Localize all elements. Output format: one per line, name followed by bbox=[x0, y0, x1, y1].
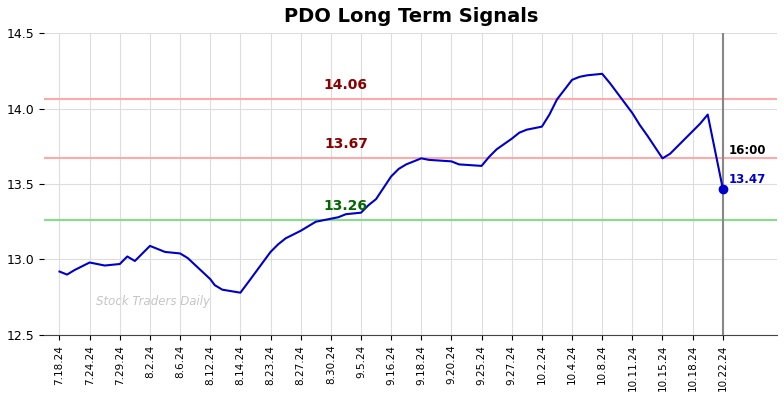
Text: 16:00: 16:00 bbox=[729, 144, 766, 157]
Text: 13.47: 13.47 bbox=[729, 172, 766, 185]
Text: Stock Traders Daily: Stock Traders Daily bbox=[96, 295, 209, 308]
Title: PDO Long Term Signals: PDO Long Term Signals bbox=[284, 7, 538, 26]
Text: 13.26: 13.26 bbox=[324, 199, 368, 213]
Text: 14.06: 14.06 bbox=[324, 78, 368, 92]
Text: 13.67: 13.67 bbox=[324, 137, 368, 151]
